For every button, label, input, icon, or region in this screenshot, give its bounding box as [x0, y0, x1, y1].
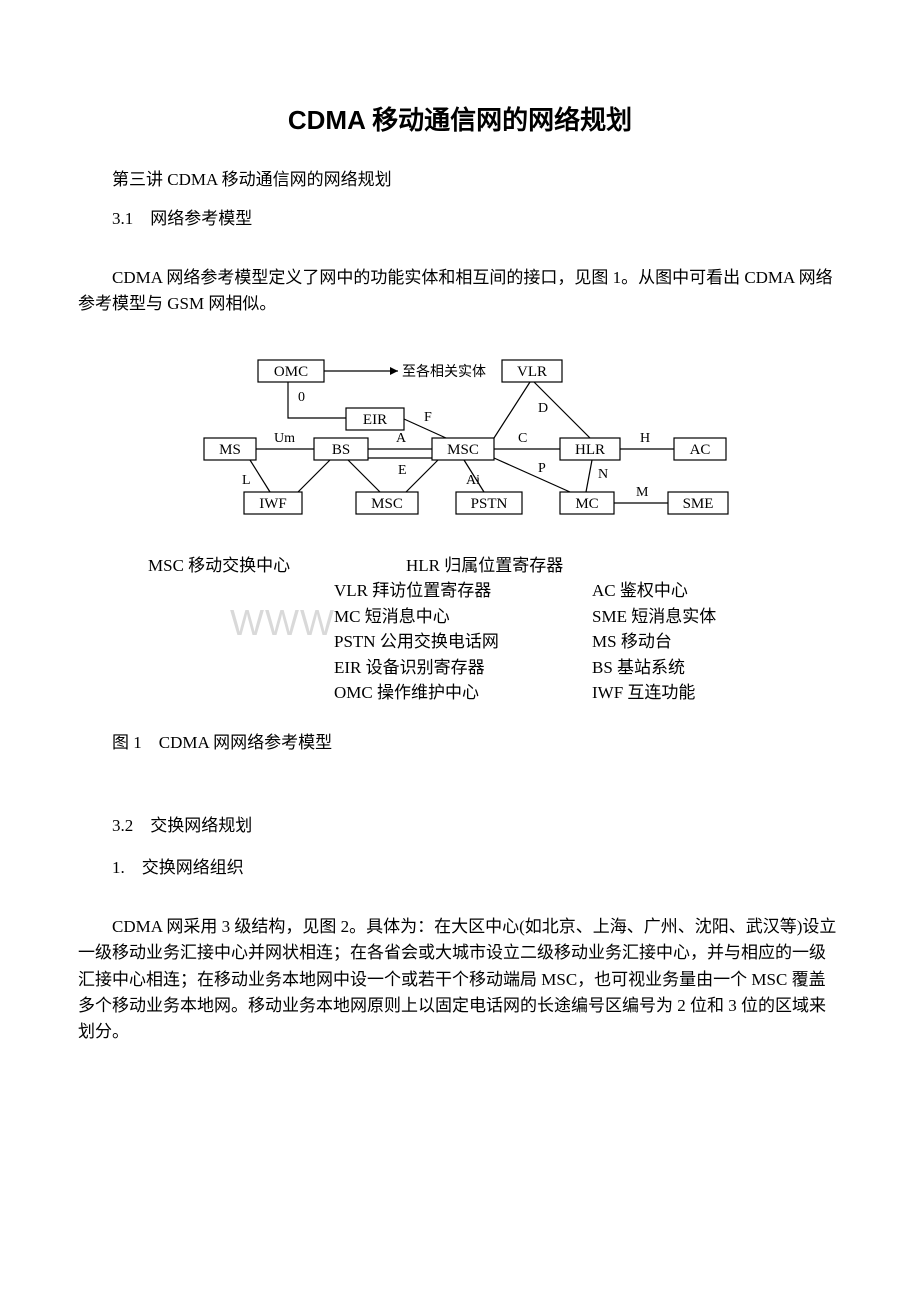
legend-cell: VLR 拜访位置寄存器 — [334, 578, 592, 604]
svg-text:Ai: Ai — [466, 473, 480, 488]
legend-cell: AC 鉴权中心 — [592, 578, 688, 604]
svg-text:SME: SME — [683, 496, 714, 512]
svg-text:AC: AC — [690, 442, 711, 458]
legend-cell: BS 基站系统 — [592, 655, 685, 681]
svg-text:VLR: VLR — [517, 364, 547, 380]
svg-text:E: E — [398, 463, 407, 478]
svg-text:Um: Um — [274, 431, 295, 446]
legend-cell: MSC 移动交换中心 — [148, 553, 406, 579]
section-3-2-heading: 3.2 交换网络规划 — [78, 813, 842, 839]
network-diagram-svg: 至各相关实体 0 Um A F CD H L E Ai P N M OMC VLR EIR MS BS MSC HLR… — [198, 346, 738, 526]
svg-text:OMC: OMC — [274, 364, 308, 380]
figure-1-diagram: 至各相关实体 0 Um A F CD H L E Ai P N M OMC VLR EIR MS BS MSC HLR… — [198, 346, 842, 531]
svg-text:M: M — [636, 485, 649, 500]
document-content: CDMA 移动通信网的网络规划 第三讲 CDMA 移动通信网的网络规划 3.1 … — [78, 100, 842, 1046]
svg-text:BS: BS — [332, 442, 350, 458]
svg-text:D: D — [538, 401, 548, 416]
lecture-subtitle: 第三讲 CDMA 移动通信网的网络规划 — [78, 165, 842, 190]
svg-text:MS: MS — [219, 442, 241, 458]
section-3-1-heading: 3.1 网络参考模型 — [78, 204, 842, 229]
section-3-2-item-1: 1. 交换网络组织 — [78, 853, 842, 878]
svg-text:至各相关实体: 至各相关实体 — [402, 364, 486, 380]
svg-text:N: N — [598, 467, 608, 482]
legend-cell: MS 移动台 — [592, 629, 672, 655]
legend-cell: EIR 设备识别寄存器 — [334, 655, 592, 681]
svg-text:MC: MC — [575, 496, 598, 512]
legend-cell: HLR 归属位置寄存器 — [406, 553, 563, 579]
svg-text:EIR: EIR — [363, 412, 387, 428]
legend-cell: OMC 操作维护中心 — [334, 680, 592, 706]
svg-text:A: A — [396, 431, 407, 446]
svg-text:PSTN: PSTN — [471, 496, 508, 512]
svg-text:MSC: MSC — [371, 496, 403, 512]
svg-text:HLR: HLR — [575, 442, 605, 458]
page-title: CDMA 移动通信网的网络规划 — [78, 100, 842, 137]
legend-block: MSC 移动交换中心 HLR 归属位置寄存器 VLR 拜访位置寄存器 AC 鉴权… — [148, 553, 842, 706]
legend-cell: MC 短消息中心 — [334, 604, 592, 630]
paragraph-1: CDMA 网络参考模型定义了网中的功能实体和相互间的接口，见图 1。从图中可看出… — [78, 265, 842, 318]
figure-1-caption: 图 1 CDMA 网网络参考模型 — [78, 728, 842, 753]
svg-text:P: P — [538, 461, 546, 476]
svg-text:F: F — [424, 410, 432, 425]
paragraph-2: CDMA 网采用 3 级结构，见图 2。具体为：在大区中心(如北京、上海、广州、… — [78, 914, 842, 1046]
svg-text:L: L — [242, 473, 251, 488]
svg-text:C: C — [518, 431, 527, 446]
legend-cell: IWF 互连功能 — [592, 680, 695, 706]
legend-cell: PSTN 公用交换电话网 — [334, 629, 592, 655]
svg-text:MSC: MSC — [447, 442, 479, 458]
legend-cell: SME 短消息实体 — [592, 604, 716, 630]
svg-text:IWF: IWF — [259, 496, 287, 512]
svg-text:0: 0 — [298, 390, 305, 405]
svg-text:H: H — [640, 431, 650, 446]
